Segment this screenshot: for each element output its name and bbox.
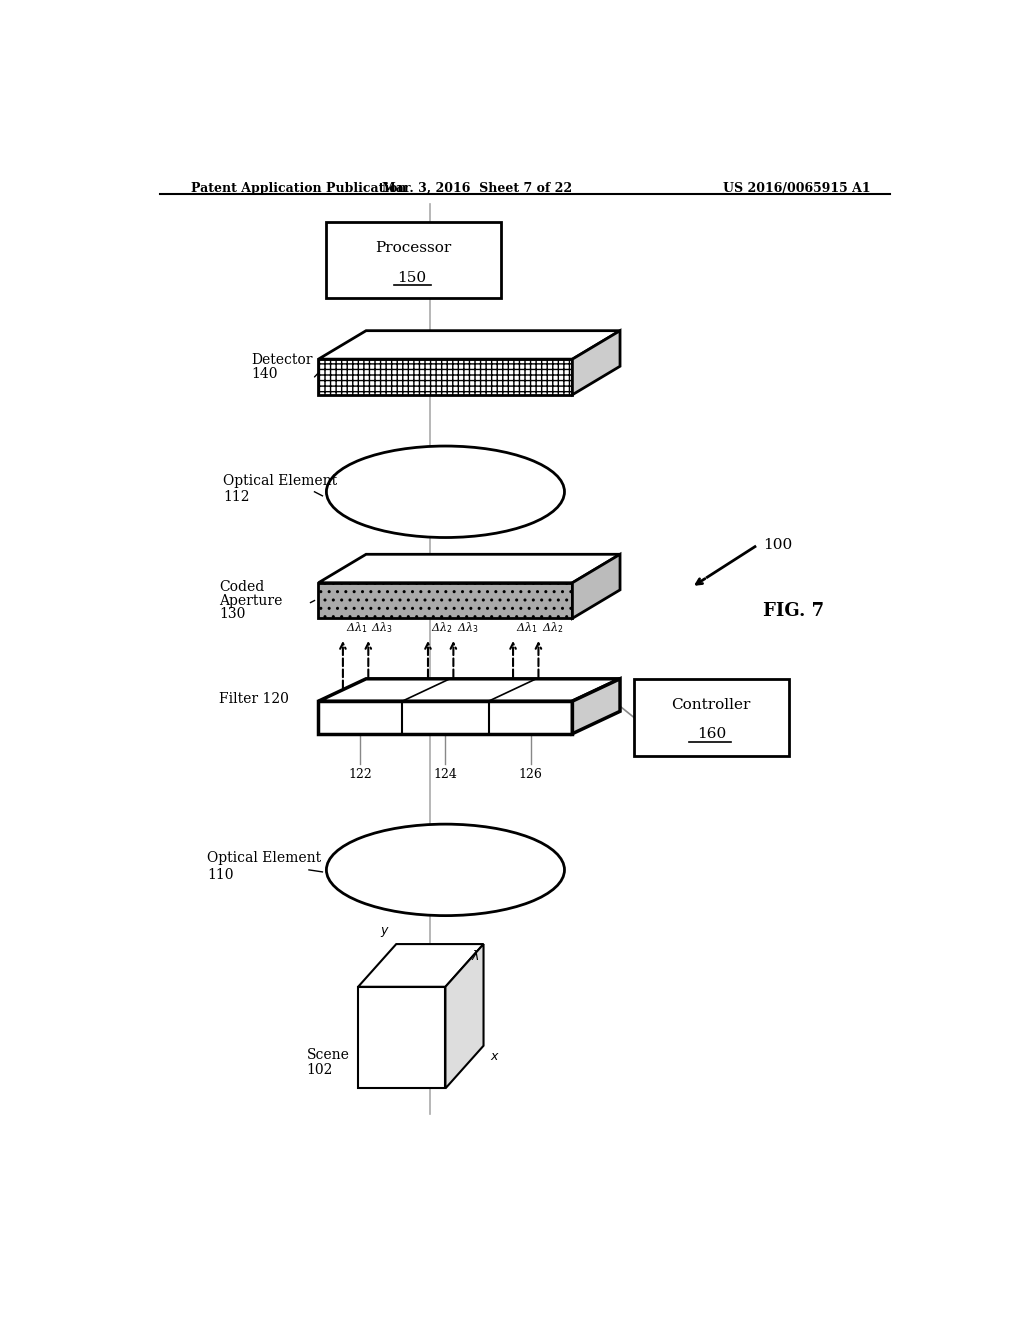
Text: $\lambda$: $\lambda$ — [471, 949, 479, 964]
Text: Δλ$_1$: Δλ$_1$ — [346, 620, 368, 635]
Text: Δλ$_2$: Δλ$_2$ — [431, 620, 453, 635]
Text: Δλ$_3$: Δλ$_3$ — [457, 620, 478, 635]
Polygon shape — [318, 554, 621, 582]
Text: 122: 122 — [348, 768, 373, 781]
Text: Optical Element: Optical Element — [223, 474, 337, 487]
Text: 102: 102 — [306, 1063, 333, 1077]
Text: 124: 124 — [433, 768, 458, 781]
Text: $y$: $y$ — [380, 925, 390, 939]
Ellipse shape — [327, 446, 564, 537]
Polygon shape — [318, 582, 572, 618]
Text: 150: 150 — [397, 272, 427, 285]
Polygon shape — [572, 554, 621, 618]
Text: 130: 130 — [219, 607, 246, 620]
Text: Controller: Controller — [672, 698, 751, 713]
Text: Filter 120: Filter 120 — [219, 692, 289, 706]
Text: 100: 100 — [763, 537, 793, 552]
Text: Aperture: Aperture — [219, 594, 283, 607]
Text: Optical Element: Optical Element — [207, 850, 322, 865]
Text: Δλ$_1$: Δλ$_1$ — [516, 620, 538, 635]
Polygon shape — [318, 701, 572, 734]
Polygon shape — [358, 987, 445, 1089]
Text: Δλ$_2$: Δλ$_2$ — [542, 620, 563, 635]
Text: 140: 140 — [251, 367, 278, 381]
Text: 110: 110 — [207, 869, 233, 882]
Text: 112: 112 — [223, 490, 250, 504]
Polygon shape — [572, 678, 621, 734]
Bar — [327, 222, 501, 298]
Polygon shape — [318, 359, 572, 395]
Text: FIG. 7: FIG. 7 — [763, 602, 824, 619]
Polygon shape — [318, 331, 621, 359]
Text: Mar. 3, 2016  Sheet 7 of 22: Mar. 3, 2016 Sheet 7 of 22 — [382, 182, 572, 195]
Text: 126: 126 — [518, 768, 543, 781]
Text: Scene: Scene — [306, 1048, 349, 1061]
Text: Detector: Detector — [251, 352, 312, 367]
Text: Δλ$_3$: Δλ$_3$ — [372, 620, 393, 635]
Bar — [634, 680, 788, 755]
Text: $x$: $x$ — [489, 1051, 500, 1064]
Polygon shape — [445, 944, 483, 1089]
Polygon shape — [358, 944, 483, 987]
Polygon shape — [318, 678, 621, 701]
Text: US 2016/0065915 A1: US 2016/0065915 A1 — [723, 182, 870, 195]
Text: 160: 160 — [696, 727, 726, 741]
Text: Patent Application Publication: Patent Application Publication — [191, 182, 407, 195]
Text: Coded: Coded — [219, 581, 264, 594]
Polygon shape — [572, 331, 621, 395]
Text: Processor: Processor — [376, 240, 452, 255]
Ellipse shape — [327, 824, 564, 916]
